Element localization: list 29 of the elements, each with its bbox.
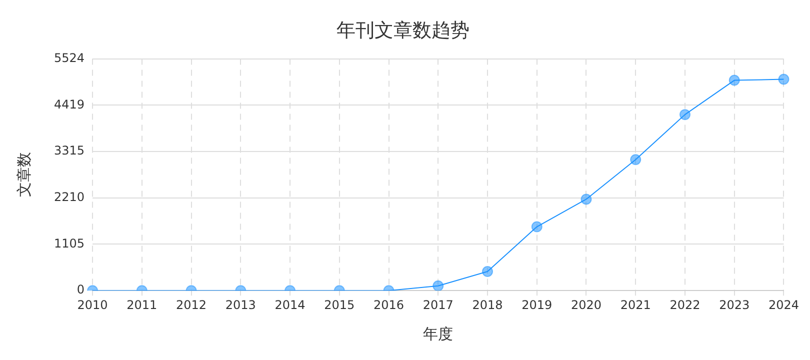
x-tick-label: 2015 bbox=[324, 298, 355, 312]
point bbox=[728, 74, 740, 86]
x-tick-label: 2022 bbox=[670, 298, 700, 312]
y-tick-label: 3315 bbox=[54, 144, 85, 158]
x-tick-label: 2011 bbox=[126, 298, 158, 312]
x-tick-label: 2020 bbox=[570, 298, 602, 312]
x-tick-label: 2021 bbox=[620, 298, 651, 312]
x-tick-label: 2012 bbox=[176, 298, 207, 312]
point bbox=[778, 74, 790, 85]
x-tick-label: 2024 bbox=[768, 298, 800, 312]
point bbox=[679, 109, 690, 120]
y-tick-label: 4419 bbox=[54, 97, 85, 112]
point bbox=[580, 194, 592, 205]
x-tick-label: 2010 bbox=[77, 298, 108, 312]
y-tick-label: 2210 bbox=[54, 190, 85, 204]
x-tick-label: 2017 bbox=[422, 298, 454, 312]
chart-title: 年刊文章数趋势 bbox=[336, 19, 470, 42]
x-tick-label: 2018 bbox=[472, 298, 503, 312]
y-tick-label: 5524 bbox=[54, 50, 85, 65]
x-tick-label: 2023 bbox=[719, 298, 750, 312]
x-tick-label: 2013 bbox=[225, 298, 256, 312]
x-axis-title: 年度 bbox=[423, 324, 454, 343]
y-tick-label: 0 bbox=[76, 282, 85, 297]
y-tick-label: 1105 bbox=[54, 236, 85, 250]
point bbox=[630, 154, 642, 166]
x-tick-label: 2016 bbox=[373, 298, 404, 312]
y-axis-title: 文章数 bbox=[14, 152, 33, 198]
x-tick-label: 2019 bbox=[522, 298, 552, 312]
x-tick-label: 2014 bbox=[274, 298, 306, 312]
